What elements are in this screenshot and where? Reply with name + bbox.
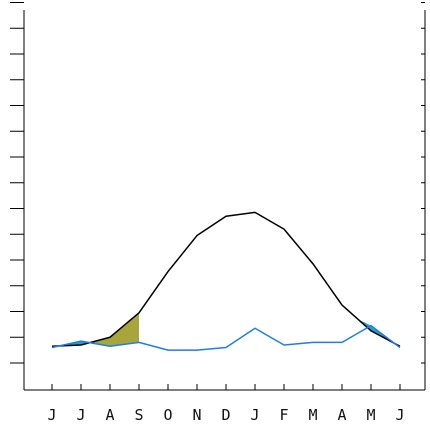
x-tick-label: N	[192, 406, 201, 424]
x-tick-label: J	[250, 406, 259, 424]
x-tick-label: J	[47, 406, 56, 424]
fill-areas	[56, 312, 400, 348]
x-tick-label: M	[366, 406, 375, 424]
x-tick-label: A	[337, 406, 346, 424]
axes	[10, 2, 426, 391]
x-tick-label: A	[105, 406, 114, 424]
x-tick-label: O	[163, 406, 172, 424]
series-line-0	[51, 211, 401, 348]
series-lines	[51, 211, 401, 351]
x-tick-label: F	[279, 406, 288, 424]
deficit-area	[81, 312, 139, 347]
x-tick-label: D	[221, 406, 230, 424]
x-tick-label: S	[134, 406, 143, 424]
x-tick-label: J	[76, 406, 85, 424]
x-tick-label: M	[308, 406, 317, 424]
x-tick-label: J	[395, 406, 404, 424]
series-line-1	[51, 324, 401, 351]
